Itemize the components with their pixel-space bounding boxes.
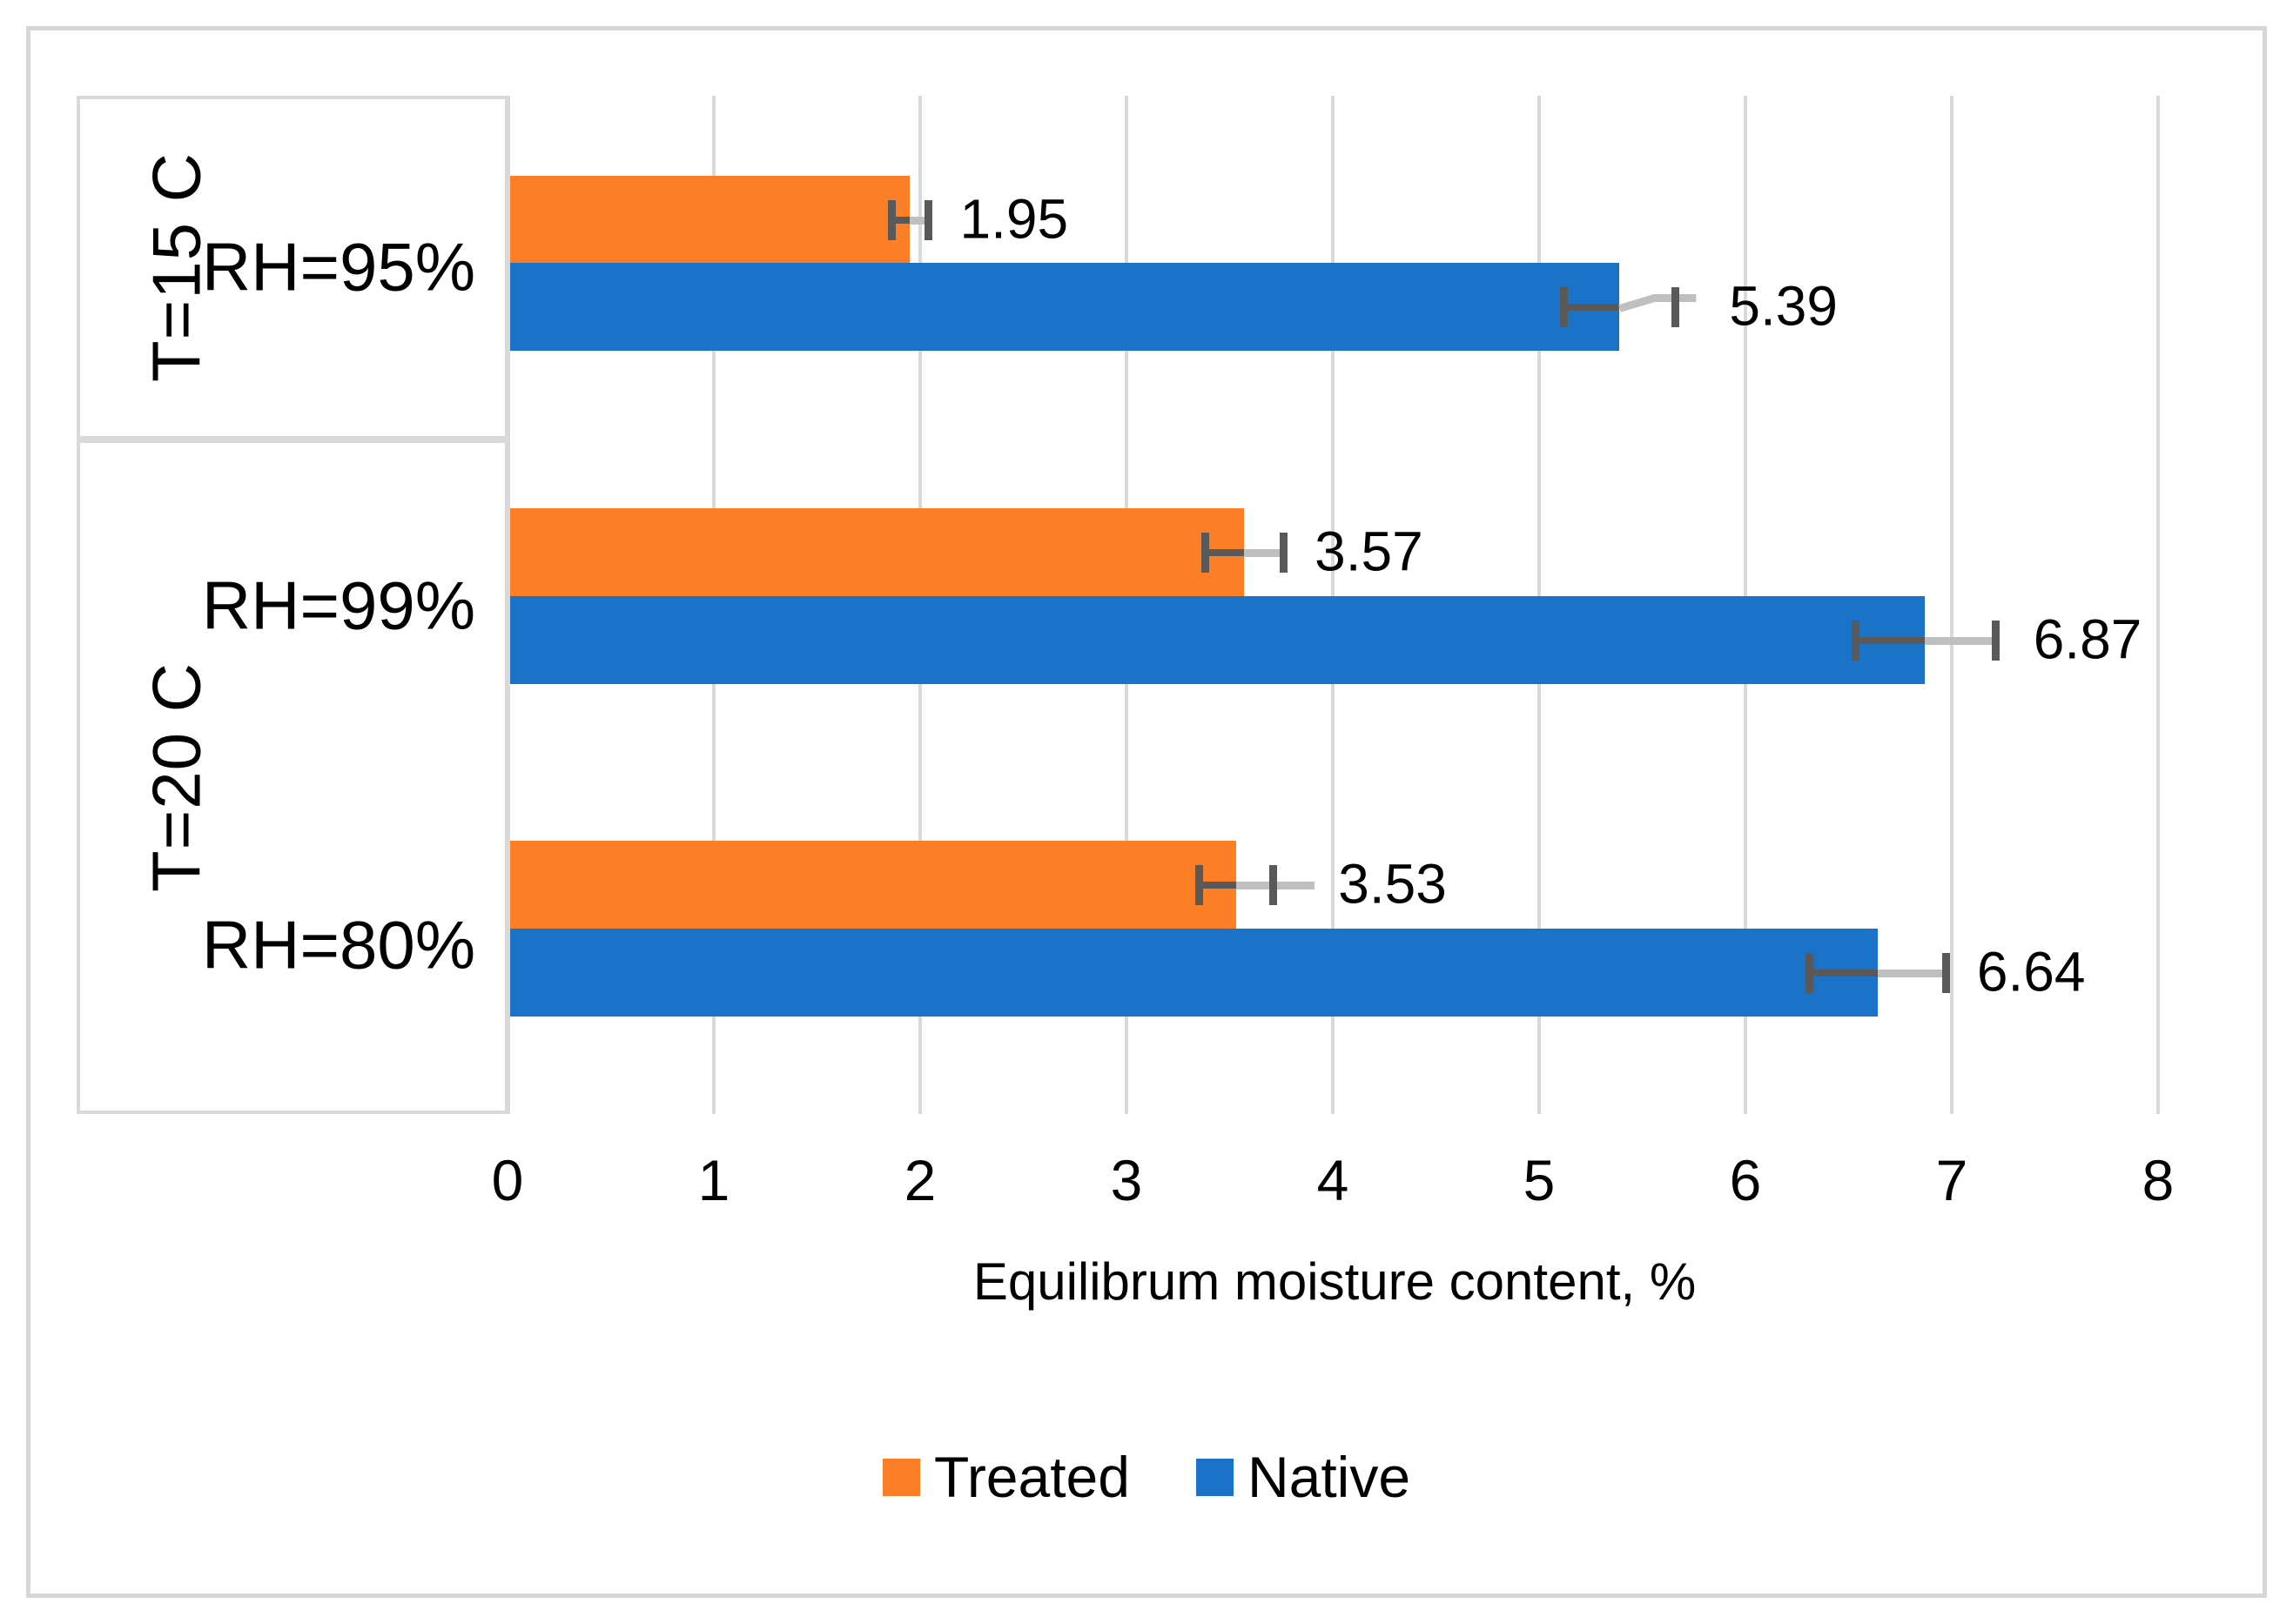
- chart-border-frame: [26, 26, 2267, 1598]
- legend-label-native: Native: [1247, 1445, 1411, 1509]
- error-bar-cap-minus: [887, 199, 896, 240]
- error-bar-plus: [910, 216, 929, 225]
- x-axis-tick-3: 3: [1110, 1148, 1143, 1212]
- error-bar-minus: [1205, 548, 1245, 556]
- error-bar-cap-plus: [1269, 864, 1278, 905]
- data-label: 6.87: [2033, 607, 2142, 671]
- error-bar-cap-plus: [1671, 286, 1680, 327]
- bar-treated-RH=80%: [510, 841, 1236, 929]
- error-bar-minus: [1854, 636, 1926, 644]
- legend-swatch-native: [1195, 1458, 1234, 1496]
- data-label: 5.39: [1729, 274, 1838, 338]
- group-label: T=20 C: [138, 662, 215, 892]
- error-bar-cap-minus: [1560, 286, 1569, 327]
- data-label: 1.95: [959, 187, 1069, 251]
- category-label: RH=99%: [201, 567, 476, 644]
- category-label: RH=80%: [201, 906, 476, 983]
- error-bar-plus: [1925, 636, 1995, 645]
- error-bar-minus: [1198, 881, 1236, 889]
- legend-item-native: Native: [1195, 1444, 1411, 1510]
- error-bar-cap-minus: [1194, 864, 1203, 905]
- x-axis-tick-2: 2: [904, 1148, 937, 1212]
- legend-swatch-treated: [882, 1458, 920, 1496]
- error-bar-cap-minus: [1201, 532, 1210, 573]
- bar-native-RH=80%: [510, 929, 1878, 1017]
- bar-native-RH=95%: [510, 263, 1620, 351]
- error-bar-cap-plus: [1941, 952, 1950, 993]
- bar-treated-RH=95%: [510, 176, 911, 264]
- x-axis-tick-8: 8: [2142, 1148, 2175, 1212]
- error-bar-cap-plus: [1280, 532, 1288, 573]
- legend-item-treated: Treated: [882, 1444, 1130, 1510]
- legend-label-treated: Treated: [933, 1445, 1130, 1509]
- x-axis-tick-0: 0: [491, 1148, 524, 1212]
- error-bar-minus: [891, 216, 911, 224]
- legend: Treated Native: [0, 1440, 2293, 1513]
- gridline-7: [1950, 96, 1953, 1114]
- x-axis-title: Equilibrum moisture content, %: [972, 1252, 1697, 1311]
- error-bar-cap-minus: [1805, 952, 1814, 993]
- category-label: RH=95%: [201, 228, 476, 305]
- x-axis-tick-1: 1: [697, 1148, 730, 1212]
- data-label: 6.64: [1976, 940, 2086, 1003]
- error-bar-minus: [1809, 969, 1878, 976]
- bar-treated-RH=99%: [510, 508, 1245, 596]
- x-axis-tick-4: 4: [1316, 1148, 1349, 1212]
- data-label: 3.53: [1338, 852, 1447, 916]
- error-bar-cap-plus: [1991, 620, 2000, 661]
- x-axis-tick-7: 7: [1935, 1148, 1968, 1212]
- x-axis-tick-6: 6: [1729, 1148, 1762, 1212]
- gridline-8: [2156, 96, 2160, 1114]
- data-label: 3.57: [1315, 520, 1423, 583]
- error-bar-minus: [1563, 303, 1620, 311]
- error-bar-plus: [1244, 548, 1284, 557]
- value-axis-line: [505, 96, 510, 1114]
- error-bar-cap-minus: [1851, 620, 1859, 661]
- error-bar-plus: [1877, 969, 1946, 977]
- x-axis-tick-5: 5: [1523, 1148, 1556, 1212]
- bar-native-RH=99%: [510, 596, 1926, 684]
- error-bar-cap-plus: [925, 199, 933, 240]
